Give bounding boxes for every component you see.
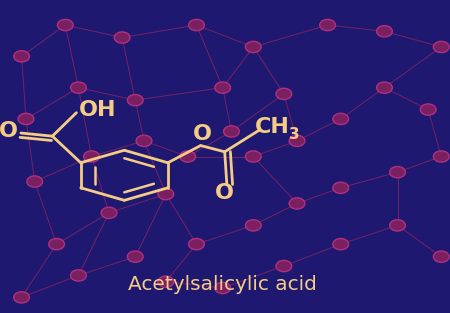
Circle shape (127, 251, 143, 262)
Circle shape (14, 51, 29, 62)
Text: Acetylsalicylic acid: Acetylsalicylic acid (128, 275, 317, 294)
Text: OH: OH (79, 100, 116, 120)
Circle shape (377, 82, 392, 93)
Text: O: O (193, 124, 212, 144)
Circle shape (377, 26, 392, 37)
Circle shape (289, 198, 305, 209)
Text: CH: CH (255, 117, 289, 137)
Circle shape (18, 113, 34, 125)
Circle shape (245, 41, 261, 53)
Circle shape (390, 167, 405, 178)
Text: O: O (215, 183, 234, 203)
Circle shape (180, 151, 196, 162)
Circle shape (114, 32, 130, 43)
Circle shape (189, 239, 204, 250)
Circle shape (333, 182, 349, 193)
Circle shape (276, 260, 292, 272)
Circle shape (245, 220, 261, 231)
Circle shape (71, 82, 86, 93)
Circle shape (58, 19, 73, 31)
Circle shape (333, 113, 349, 125)
Circle shape (224, 126, 239, 137)
Circle shape (215, 82, 230, 93)
Circle shape (158, 276, 174, 287)
Circle shape (27, 176, 43, 187)
Text: 3: 3 (289, 127, 300, 142)
Circle shape (390, 220, 405, 231)
Circle shape (127, 95, 143, 106)
Circle shape (101, 207, 117, 218)
Circle shape (158, 188, 174, 200)
Circle shape (433, 41, 449, 53)
Circle shape (433, 151, 449, 162)
Circle shape (136, 135, 152, 146)
Circle shape (189, 19, 204, 31)
Circle shape (215, 282, 230, 294)
Circle shape (84, 151, 99, 162)
Circle shape (276, 88, 292, 100)
Circle shape (333, 239, 349, 250)
Circle shape (320, 19, 335, 31)
Circle shape (289, 135, 305, 146)
Circle shape (49, 239, 64, 250)
Circle shape (71, 270, 86, 281)
Text: O: O (0, 121, 18, 141)
Circle shape (245, 151, 261, 162)
Circle shape (14, 292, 29, 303)
Circle shape (433, 251, 449, 262)
Circle shape (420, 104, 436, 115)
